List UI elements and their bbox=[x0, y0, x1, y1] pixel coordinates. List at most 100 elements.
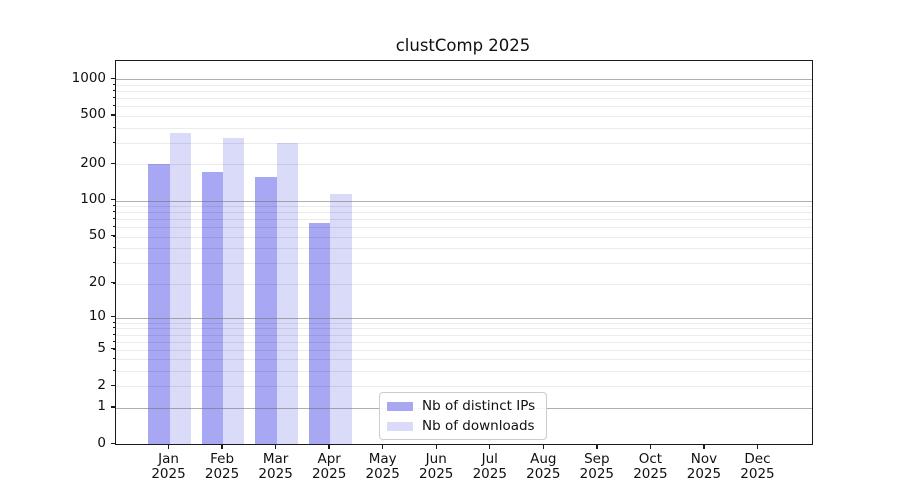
y-tick-mark bbox=[110, 348, 115, 350]
x-tick-label-jan: Jan 2025 bbox=[151, 451, 186, 482]
bar-downloads-apr bbox=[330, 194, 352, 444]
y-tick-label: 1000 bbox=[71, 69, 106, 86]
x-tick-mark bbox=[489, 444, 491, 449]
minor-gridline bbox=[116, 349, 812, 351]
y-tick-label: 20 bbox=[88, 273, 106, 290]
minor-gridline bbox=[116, 341, 812, 343]
x-tick-label-may: May 2025 bbox=[365, 451, 400, 482]
minor-gridline bbox=[116, 283, 812, 285]
y-tick-label: 200 bbox=[80, 154, 106, 171]
y-tick-label: 100 bbox=[80, 190, 106, 207]
y-tick-label: 500 bbox=[80, 106, 106, 123]
y-tick-label: 2 bbox=[97, 376, 106, 393]
y-tick-label: 50 bbox=[88, 226, 106, 243]
y-minor-tick-mark bbox=[112, 282, 115, 284]
legend-label: Nb of downloads bbox=[422, 418, 535, 434]
legend-swatch-distinct-ips bbox=[387, 401, 413, 411]
x-tick-label-aug: Aug 2025 bbox=[526, 451, 561, 482]
minor-gridline bbox=[116, 212, 812, 214]
x-tick-label-feb: Feb 2025 bbox=[204, 451, 240, 482]
y-tick-mark bbox=[110, 234, 115, 237]
y-minor-tick-mark bbox=[112, 211, 115, 213]
y-minor-tick-mark bbox=[112, 226, 115, 228]
y-tick-label: 5 bbox=[97, 340, 106, 357]
minor-gridline bbox=[116, 91, 812, 93]
x-tick-mark bbox=[703, 444, 705, 449]
y-minor-tick-mark bbox=[112, 105, 115, 107]
x-tick-label-sep: Sep 2025 bbox=[579, 451, 615, 482]
y-minor-tick-mark bbox=[112, 348, 115, 350]
y-minor-tick-mark bbox=[112, 262, 115, 263]
y-minor-tick-mark bbox=[112, 321, 115, 323]
minor-gridline bbox=[116, 236, 812, 238]
major-gridline bbox=[116, 79, 812, 81]
y-minor-tick-mark bbox=[112, 385, 115, 387]
minor-gridline bbox=[116, 227, 812, 229]
x-tick-label-jun: Jun 2025 bbox=[419, 451, 454, 482]
y-minor-tick-mark bbox=[112, 247, 115, 249]
minor-gridline bbox=[116, 84, 812, 86]
minor-gridline bbox=[116, 359, 812, 361]
legend-swatch-downloads bbox=[387, 421, 413, 431]
x-tick-mark bbox=[756, 444, 759, 449]
plot-area bbox=[115, 60, 813, 445]
y-minor-tick-mark bbox=[112, 370, 115, 372]
bar-distinct-ips-mar bbox=[255, 176, 277, 444]
minor-gridline bbox=[116, 127, 812, 129]
legend: Nb of distinct IPs Nb of downloads bbox=[379, 392, 547, 440]
y-minor-tick-mark bbox=[112, 333, 115, 335]
y-tick-mark bbox=[110, 384, 115, 387]
x-tick-label-oct: Oct 2025 bbox=[633, 451, 668, 482]
x-tick-label-jul: Jul 2025 bbox=[472, 451, 507, 482]
bar-downloads-mar bbox=[276, 142, 299, 444]
y-minor-tick-mark bbox=[112, 141, 115, 143]
bars-layer bbox=[116, 61, 812, 444]
x-tick-mark bbox=[221, 444, 223, 449]
x-tick-mark bbox=[596, 444, 598, 449]
x-tick-label-nov: Nov 2025 bbox=[686, 451, 722, 482]
y-tick-mark bbox=[110, 77, 115, 80]
minor-gridline bbox=[116, 371, 812, 373]
y-tick-mark bbox=[110, 442, 115, 445]
legend-label: Nb of distinct IPs bbox=[422, 398, 536, 414]
minor-gridline bbox=[116, 164, 812, 166]
minor-gridline bbox=[116, 115, 812, 117]
minor-gridline bbox=[116, 334, 812, 336]
bar-distinct-ips-jan bbox=[148, 164, 170, 444]
y-minor-tick-mark bbox=[112, 340, 115, 342]
x-tick-mark bbox=[381, 444, 384, 449]
y-minor-tick-mark bbox=[112, 205, 115, 207]
y-tick-label: 0 bbox=[97, 434, 106, 451]
minor-gridline bbox=[116, 328, 812, 330]
minor-gridline bbox=[116, 263, 812, 264]
y-minor-tick-mark bbox=[112, 83, 115, 85]
y-minor-tick-mark bbox=[112, 327, 115, 329]
x-tick-mark bbox=[649, 444, 652, 449]
y-minor-tick-mark bbox=[112, 90, 115, 92]
minor-gridline bbox=[116, 106, 812, 108]
y-minor-tick-mark bbox=[112, 97, 115, 99]
major-gridline bbox=[116, 200, 812, 202]
y-tick-mark bbox=[110, 316, 115, 318]
x-tick-mark bbox=[328, 444, 330, 449]
y-tick-label: 1 bbox=[97, 398, 106, 415]
y-minor-tick-mark bbox=[112, 218, 115, 220]
chart-title: clustComp 2025 bbox=[395, 36, 531, 55]
bar-distinct-ips-feb bbox=[201, 172, 224, 444]
minor-gridline bbox=[116, 322, 812, 324]
x-tick-mark bbox=[542, 444, 544, 449]
y-tick-mark bbox=[110, 281, 115, 284]
y-tick-mark bbox=[110, 406, 115, 408]
y-tick-label: 10 bbox=[88, 308, 106, 325]
x-tick-label-mar: Mar 2025 bbox=[258, 451, 293, 482]
y-tick-mark bbox=[110, 114, 115, 116]
minor-gridline bbox=[116, 386, 812, 388]
x-tick-mark bbox=[435, 444, 437, 449]
y-minor-tick-mark bbox=[112, 163, 115, 165]
grid-layer bbox=[116, 61, 812, 444]
minor-gridline bbox=[116, 206, 812, 208]
minor-gridline bbox=[116, 248, 812, 250]
y-minor-tick-mark bbox=[112, 358, 115, 360]
minor-gridline bbox=[116, 219, 812, 221]
